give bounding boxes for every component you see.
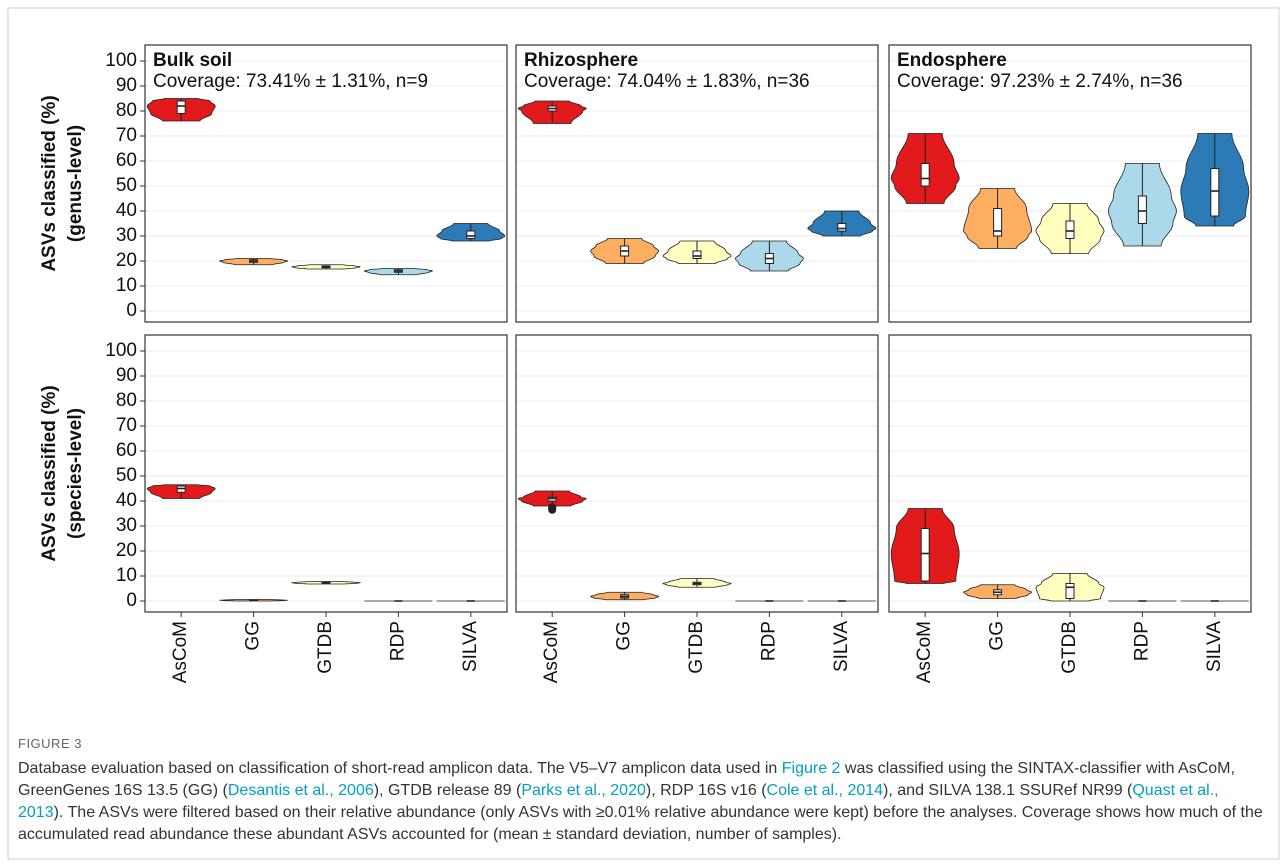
citation-link[interactable]: Desantis et al., 2006 xyxy=(227,782,374,799)
panel-subtitle: Coverage: 74.04% ± 1.83%, n=36 xyxy=(524,71,810,92)
x-tick-label: RDP xyxy=(1131,621,1152,661)
panel-background xyxy=(145,45,507,322)
y-tick-label: 30 xyxy=(116,515,137,536)
panel-background xyxy=(516,45,878,322)
y-axis-label: (species-level) xyxy=(65,408,86,539)
x-tick-label: AsCoM xyxy=(541,621,562,683)
panel-frame xyxy=(515,334,879,613)
caption: Database evaluation based on classificat… xyxy=(18,758,1268,846)
box xyxy=(837,223,847,232)
panel-frame xyxy=(515,44,879,323)
x-tick-label: SILVA xyxy=(831,621,852,672)
x-tick-label: RDP xyxy=(387,621,408,661)
box xyxy=(466,230,476,239)
y-tick-label: 80 xyxy=(116,100,137,121)
y-tick-label: 40 xyxy=(116,200,137,221)
y-tick-label: 20 xyxy=(116,540,137,561)
y-tick-label: 0 xyxy=(126,300,137,321)
caption-text: ), GTDB release 89 ( xyxy=(373,782,522,799)
caption-text: ), RDP 16S v16 ( xyxy=(645,782,767,799)
caption-text: ). The ASVs were filtered based on their… xyxy=(18,804,1263,843)
y-tick-label: 20 xyxy=(116,250,137,271)
y-tick-label: 50 xyxy=(116,465,137,486)
panel-background xyxy=(516,335,878,612)
y-tick-label: 70 xyxy=(116,415,137,436)
x-tick-label: GTDB xyxy=(1059,621,1080,674)
y-tick-label: 40 xyxy=(116,490,137,511)
y-axis-label: ASVs classified (%) xyxy=(39,95,60,271)
panel-title: Endosphere xyxy=(897,50,1007,71)
y-tick-label: 100 xyxy=(105,50,137,71)
panel-frame xyxy=(888,44,1252,323)
box xyxy=(1210,168,1220,217)
y-tick-label: 60 xyxy=(116,150,137,171)
panel-background xyxy=(145,335,507,612)
box xyxy=(920,528,930,582)
figure-label: FIGURE 3 xyxy=(18,736,82,751)
citation-link[interactable]: Parks et al., 2020 xyxy=(521,782,646,799)
figure-border xyxy=(7,7,1280,860)
citation-link[interactable]: Quast et al., 2013 xyxy=(18,782,1219,821)
box xyxy=(692,250,702,259)
x-tick-label: RDP xyxy=(758,621,779,661)
panel-subtitle: Coverage: 97.23% ± 2.74%, n=36 xyxy=(897,71,1183,92)
x-tick-label: GTDB xyxy=(315,621,336,674)
y-tick-label: 50 xyxy=(116,175,137,196)
x-tick-label: SILVA xyxy=(1204,621,1225,672)
y-axis-label: ASVs classified (%) xyxy=(39,385,60,561)
y-tick-label: 10 xyxy=(116,275,137,296)
box xyxy=(920,163,930,187)
x-tick-label: GG xyxy=(987,621,1008,651)
caption-text: ), and SILVA 138.1 SSURef NR99 ( xyxy=(883,782,1133,799)
panel-frame xyxy=(888,334,1252,613)
y-tick-label: 60 xyxy=(116,440,137,461)
box xyxy=(1065,220,1075,239)
panel-title: Rhizosphere xyxy=(524,50,638,71)
citation-link[interactable]: Figure 2 xyxy=(781,760,841,777)
y-tick-label: 90 xyxy=(116,365,137,386)
panel-subtitle: Coverage: 73.41% ± 1.31%, n=9 xyxy=(153,71,428,92)
x-tick-label: GTDB xyxy=(686,621,707,674)
x-tick-label: AsCoM xyxy=(170,621,191,683)
panel-frame xyxy=(144,44,508,323)
y-tick-label: 30 xyxy=(116,225,137,246)
panel-title: Bulk soil xyxy=(153,50,232,71)
citation-link[interactable]: Cole et al., 2014 xyxy=(766,782,884,799)
y-tick-label: 80 xyxy=(116,390,137,411)
x-tick-label: SILVA xyxy=(460,621,481,672)
y-tick-label: 100 xyxy=(105,340,137,361)
outlier xyxy=(548,503,557,512)
box xyxy=(176,100,186,114)
caption-text: Database evaluation based on classificat… xyxy=(18,760,782,777)
box xyxy=(1065,583,1075,599)
panel-frame xyxy=(144,334,508,613)
y-axis-label: (genus-level) xyxy=(65,125,86,242)
y-tick-label: 0 xyxy=(126,590,137,611)
caption-text: was classified using the SINTAX-classifi… xyxy=(18,760,1235,799)
x-tick-label: GG xyxy=(614,621,635,651)
x-tick-label: AsCoM xyxy=(914,621,935,683)
y-tick-label: 70 xyxy=(116,125,137,146)
y-tick-label: 90 xyxy=(116,75,137,96)
x-tick-label: GG xyxy=(243,621,264,651)
box xyxy=(993,208,1003,237)
y-tick-label: 10 xyxy=(116,565,137,586)
box xyxy=(1137,195,1147,224)
